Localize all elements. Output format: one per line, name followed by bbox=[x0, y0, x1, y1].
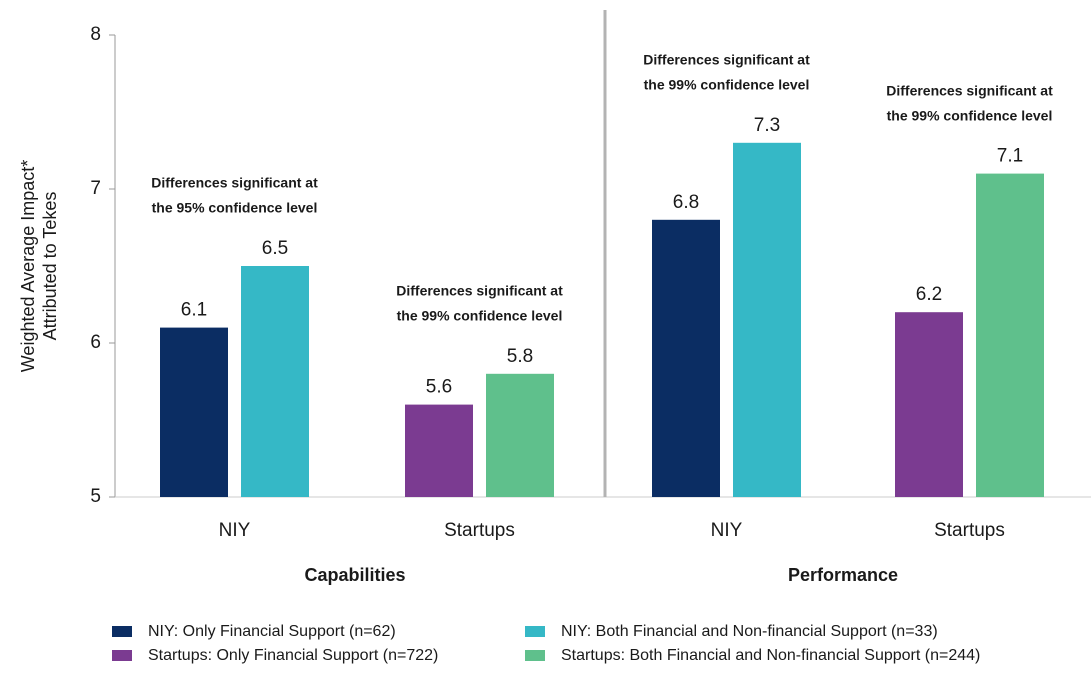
x-tick-label: Startups bbox=[934, 520, 1005, 541]
annotation: Differences significant at bbox=[886, 82, 1053, 98]
legend-swatch bbox=[112, 650, 132, 661]
annotation: Differences significant at bbox=[151, 175, 318, 191]
value-label: 5.8 bbox=[507, 346, 533, 367]
bar bbox=[160, 327, 228, 497]
x-tick-label: NIY bbox=[219, 520, 251, 541]
value-label: 6.2 bbox=[916, 284, 942, 305]
bar bbox=[733, 142, 801, 498]
x-tick-label: Startups bbox=[444, 520, 515, 541]
value-label: 6.1 bbox=[181, 300, 207, 321]
legend-label: Startups: Only Financial Support (n=722) bbox=[148, 647, 438, 664]
annotation: the 99% confidence level bbox=[397, 308, 563, 324]
bar bbox=[895, 312, 963, 497]
value-label: 7.3 bbox=[754, 115, 780, 136]
bar bbox=[652, 219, 720, 498]
annotation: Differences significant at bbox=[396, 283, 563, 299]
value-label: 6.8 bbox=[673, 192, 699, 213]
legend-label: Startups: Both Financial and Non-financi… bbox=[561, 647, 980, 664]
annotation: the 95% confidence level bbox=[152, 200, 318, 216]
y-axis-label: Weighted Average Impact* Attributed to Te… bbox=[18, 160, 60, 372]
legend-swatch bbox=[112, 626, 132, 637]
y-tick-label: 8 bbox=[90, 24, 101, 45]
y-axis-label-line: Attributed to Tekes bbox=[40, 192, 60, 341]
y-tick-label: 5 bbox=[90, 486, 101, 507]
y-tick-label: 6 bbox=[90, 332, 101, 353]
annotation: the 99% confidence level bbox=[644, 77, 810, 93]
value-label: 6.5 bbox=[262, 238, 288, 259]
y-tick-label: 7 bbox=[90, 178, 101, 199]
annotation: Differences significant at bbox=[643, 52, 810, 68]
bar bbox=[405, 404, 473, 497]
group-label: Performance bbox=[788, 565, 898, 585]
legend-label: NIY: Both Financial and Non-financial Su… bbox=[561, 623, 938, 640]
bar bbox=[241, 266, 309, 497]
x-tick-label: NIY bbox=[711, 520, 743, 541]
value-label: 5.6 bbox=[426, 377, 452, 398]
bar bbox=[486, 373, 554, 497]
value-label: 7.1 bbox=[997, 146, 1023, 167]
y-axis-label-line: Weighted Average Impact* bbox=[18, 160, 38, 372]
bar bbox=[976, 173, 1044, 497]
legend-label: NIY: Only Financial Support (n=62) bbox=[148, 623, 396, 640]
legend-swatch bbox=[525, 626, 545, 637]
annotation: the 99% confidence level bbox=[887, 107, 1053, 123]
group-label: Capabilities bbox=[304, 565, 405, 585]
legend-swatch bbox=[525, 650, 545, 661]
